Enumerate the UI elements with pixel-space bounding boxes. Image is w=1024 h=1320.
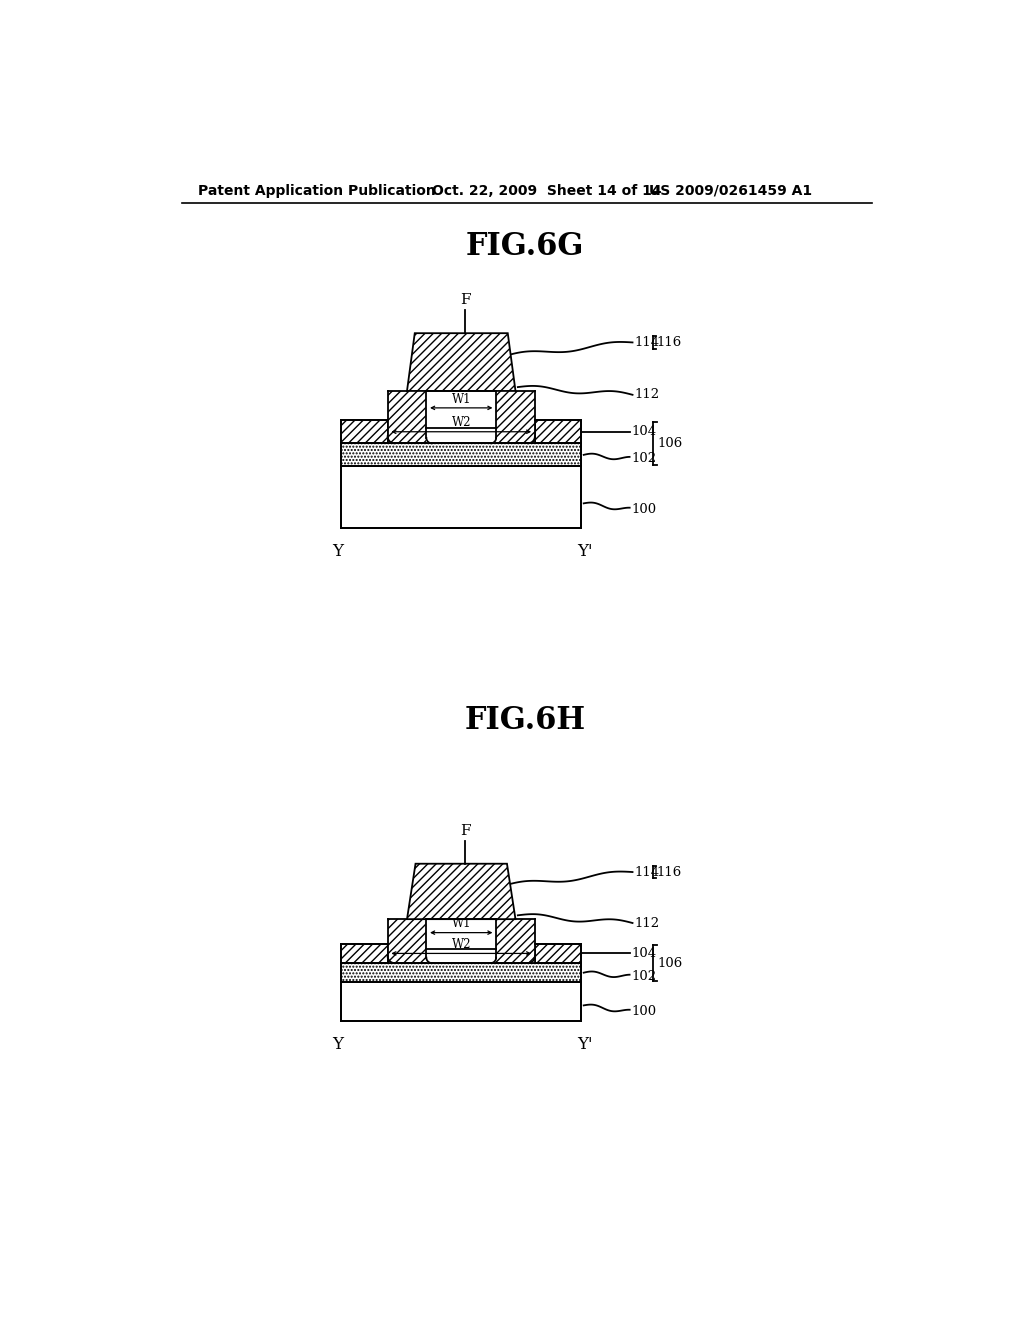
Text: 106: 106	[657, 957, 683, 970]
Text: 104: 104	[632, 946, 656, 960]
Text: 116: 116	[656, 866, 682, 879]
Polygon shape	[407, 863, 515, 919]
Text: Y': Y'	[578, 1036, 593, 1053]
Bar	[496, 919, 535, 964]
Text: 112: 112	[634, 388, 659, 401]
Bar	[388, 919, 426, 964]
Text: W1: W1	[452, 917, 471, 931]
Text: 102: 102	[632, 453, 656, 465]
Text: W1: W1	[452, 392, 471, 405]
Text: Y: Y	[332, 1036, 343, 1053]
Bar	[388, 391, 426, 444]
Text: F: F	[460, 824, 470, 838]
Text: 100: 100	[632, 503, 656, 516]
Text: Oct. 22, 2009  Sheet 14 of 14: Oct. 22, 2009 Sheet 14 of 14	[432, 183, 662, 198]
Bar	[341, 420, 388, 444]
Bar	[426, 949, 496, 964]
Text: 100: 100	[632, 1005, 656, 1018]
Text: F: F	[460, 293, 470, 308]
Bar	[341, 444, 582, 466]
Text: US 2009/0261459 A1: US 2009/0261459 A1	[649, 183, 812, 198]
Bar	[535, 944, 582, 964]
Text: Y: Y	[332, 544, 343, 561]
Text: 112: 112	[634, 916, 659, 929]
Bar	[341, 982, 582, 1020]
Polygon shape	[407, 333, 515, 391]
Text: W2: W2	[452, 416, 471, 429]
Text: Patent Application Publication: Patent Application Publication	[198, 183, 435, 198]
Text: 102: 102	[632, 970, 656, 983]
Text: FIG.6H: FIG.6H	[464, 705, 586, 737]
Text: FIG.6G: FIG.6G	[466, 231, 584, 263]
Text: W2: W2	[452, 939, 471, 952]
Bar	[341, 944, 388, 964]
Text: 104: 104	[632, 425, 656, 438]
Bar	[535, 420, 582, 444]
Text: 116: 116	[656, 335, 682, 348]
Text: 106: 106	[657, 437, 683, 450]
Text: 114: 114	[634, 866, 659, 879]
Bar	[341, 964, 582, 982]
Text: 114: 114	[634, 335, 659, 348]
Bar	[341, 466, 582, 528]
Text: Y': Y'	[578, 544, 593, 561]
Bar	[496, 391, 535, 444]
Bar	[426, 428, 496, 444]
